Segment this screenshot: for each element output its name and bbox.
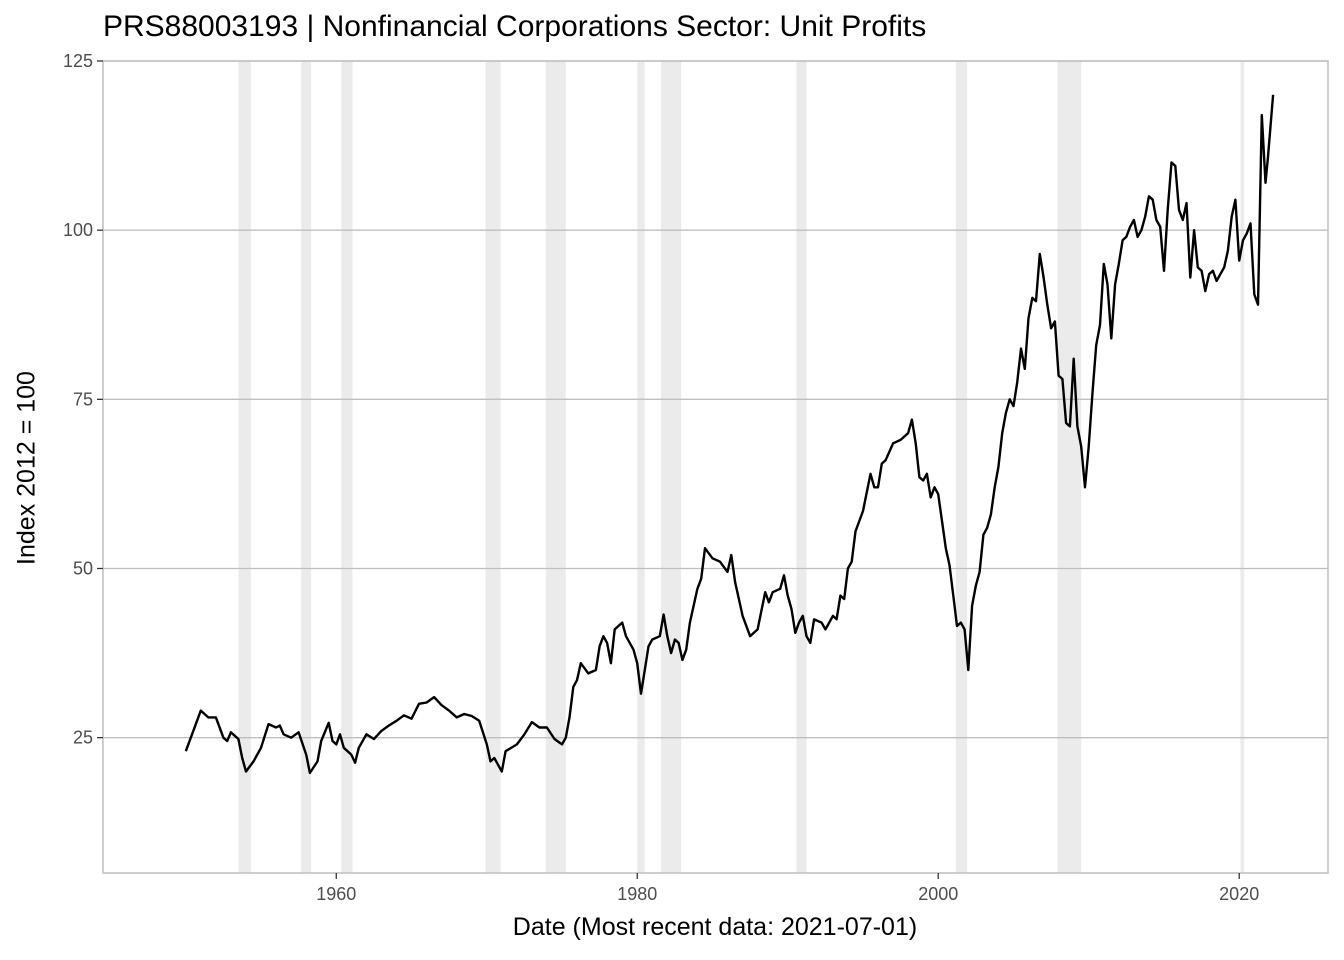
recession-band — [238, 61, 251, 873]
recession-band — [485, 61, 501, 873]
recession-band — [661, 61, 682, 873]
x-tick-label: 2000 — [918, 884, 958, 904]
data-series — [184, 94, 1275, 775]
recession-band — [341, 61, 353, 873]
y-tick-label: 100 — [63, 220, 93, 240]
gridlines — [103, 60, 1328, 739]
recession-band — [796, 61, 807, 873]
x-tick-label: 1960 — [316, 884, 356, 904]
y-tick-label: 75 — [73, 389, 93, 409]
y-tick-label: 50 — [73, 559, 93, 579]
recession-band — [301, 61, 312, 873]
chart-title: PRS88003193 | Nonfinancial Corporations … — [103, 10, 927, 43]
x-axis-label: Date (Most recent data: 2021-07-01) — [512, 913, 918, 941]
recession-shading — [238, 61, 1245, 873]
series-line — [184, 94, 1275, 775]
recession-band — [545, 61, 566, 873]
x-tick-label: 1980 — [617, 884, 657, 904]
recession-band — [1240, 61, 1245, 873]
y-axis-label: Index 2012 = 100 — [12, 371, 41, 565]
recession-band — [637, 61, 645, 873]
panel-border — [102, 60, 1329, 874]
recession-band — [955, 61, 968, 873]
y-tick-label: 25 — [73, 728, 93, 748]
x-tick-label: 2020 — [1219, 884, 1259, 904]
y-tick-label: 125 — [63, 51, 93, 71]
axes: 25 50 75 100 125 1960 1980 2000 2020 — [63, 51, 1259, 904]
recession-band — [1057, 61, 1082, 873]
